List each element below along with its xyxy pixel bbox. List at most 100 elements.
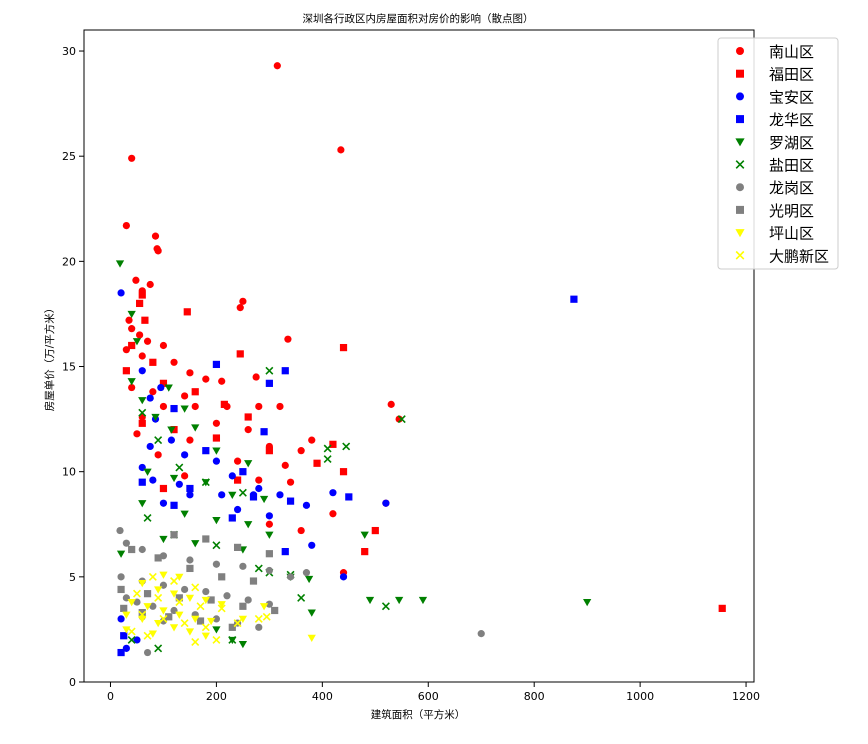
legend-marker: [736, 115, 744, 124]
data-point: [265, 531, 274, 539]
legend-item: 光明区: [736, 202, 814, 220]
data-point: [238, 641, 248, 649]
data-point: [206, 617, 216, 626]
plot-area: 0 200 400 600 800 1000 1200 0 5 10 15 20 25 30: [62, 29, 760, 703]
data-point: [281, 548, 289, 556]
data-point: [202, 447, 210, 455]
data-point: [236, 350, 244, 358]
data-point: [122, 539, 130, 547]
data-point: [154, 554, 162, 562]
data-point: [307, 609, 316, 617]
data-point: [143, 513, 152, 522]
data-point: [138, 478, 146, 486]
data-point: [120, 604, 128, 612]
legend-item: 福田区: [736, 66, 814, 84]
data-point: [159, 571, 168, 579]
plot-frame: [83, 29, 755, 683]
legend-marker: [735, 138, 745, 147]
data-point: [212, 447, 221, 455]
data-point: [265, 600, 273, 608]
data-point: [133, 598, 141, 606]
data-point: [212, 419, 221, 427]
data-point: [181, 585, 189, 594]
data-point: [159, 499, 168, 507]
data-point: [180, 619, 189, 628]
data-point: [148, 572, 157, 581]
data-point: [342, 442, 351, 451]
data-point: [149, 388, 157, 396]
legend-label: 龙岗区: [769, 179, 814, 197]
legend-label: 宝安区: [769, 88, 814, 106]
data-point: [207, 596, 215, 604]
data-point: [170, 531, 178, 539]
data-point: [239, 602, 247, 610]
data-point: [133, 636, 141, 644]
y-tick-label: 5: [69, 571, 76, 584]
data-point: [286, 573, 295, 581]
data-point: [151, 232, 160, 240]
data-point: [180, 510, 189, 518]
legend-item: 南山区: [736, 43, 814, 61]
data-point: [170, 358, 178, 366]
data-point: [180, 405, 189, 413]
data-point: [159, 535, 168, 544]
data-point: [365, 596, 375, 605]
legend-marker: [736, 92, 744, 101]
data-point: [138, 291, 146, 299]
data-point: [183, 308, 191, 316]
data-point: [138, 500, 147, 508]
data-point: [265, 512, 273, 520]
data-point: [202, 587, 210, 596]
legend-marker: [735, 250, 745, 260]
data-point: [337, 146, 345, 154]
data-point: [191, 424, 200, 432]
data-point: [138, 352, 146, 360]
data-point: [186, 564, 194, 573]
data-point: [115, 260, 125, 268]
data-point: [570, 295, 578, 303]
data-point: [233, 505, 242, 514]
data-point: [117, 289, 125, 297]
x-axis-label: 建筑面积（平方米）: [371, 708, 466, 721]
data-point: [143, 631, 152, 640]
data-point: [212, 635, 221, 644]
data-point: [149, 602, 157, 610]
data-point: [308, 541, 316, 549]
data-point: [201, 623, 210, 632]
data-point: [218, 377, 226, 385]
x-tick-label: 600: [418, 690, 439, 703]
data-point: [169, 474, 179, 483]
data-point: [149, 358, 157, 366]
legend-marker: [735, 160, 745, 169]
data-point: [345, 493, 353, 501]
data-point: [143, 590, 152, 598]
data-point: [255, 402, 263, 411]
data-point: [276, 491, 284, 499]
data-point: [259, 495, 269, 504]
data-point: [175, 598, 184, 607]
data-point: [329, 489, 337, 497]
data-point: [136, 299, 144, 308]
data-point: [169, 624, 179, 632]
legend-label: 大鹏新区: [769, 247, 829, 265]
data-point: [262, 612, 271, 621]
data-point: [323, 455, 332, 464]
data-point: [186, 369, 194, 377]
data-point: [286, 478, 295, 486]
data-point: [146, 442, 154, 451]
data-point: [217, 604, 226, 613]
data-point: [339, 573, 348, 581]
data-point: [244, 596, 252, 604]
data-point: [260, 428, 268, 436]
data-point: [244, 426, 252, 434]
data-point: [159, 402, 168, 411]
data-point: [116, 526, 124, 535]
data-point: [191, 540, 200, 548]
x-tick-label: 200: [206, 690, 227, 703]
data-point: [255, 484, 263, 493]
legend-marker: [736, 205, 744, 214]
data-point: [170, 404, 178, 413]
y-tick-label: 25: [62, 150, 76, 163]
data-point: [249, 493, 258, 501]
